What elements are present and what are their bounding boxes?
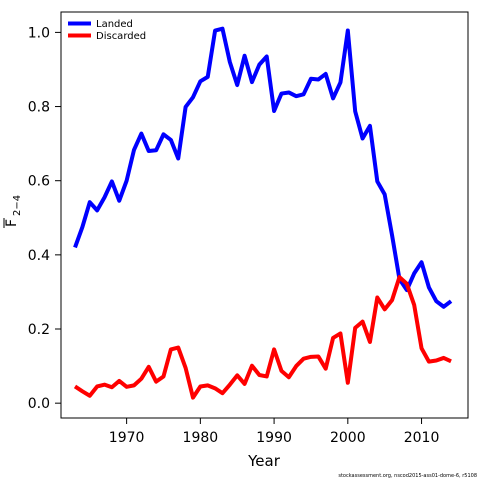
x-axis-title: Year bbox=[247, 452, 281, 470]
x-tick-label-2000: 2000 bbox=[330, 430, 366, 446]
y-axis-title-sub: 2−4 bbox=[12, 195, 23, 216]
y-tick-label-3: 0.6 bbox=[28, 174, 50, 190]
y-tick-label-1: 0.2 bbox=[28, 322, 50, 338]
y-axis-title-main: F bbox=[4, 219, 20, 227]
plot-frame bbox=[60, 11, 469, 419]
legend: Landed Discarded bbox=[68, 19, 146, 42]
y-tick-label-0: 0.0 bbox=[28, 396, 50, 412]
x-tick-label-2010: 2010 bbox=[404, 430, 440, 446]
y-tick-label-5: 1.0 bbox=[28, 25, 50, 41]
y-axis-title: F 2−4 bbox=[3, 195, 23, 228]
x-axis: 1970 1980 1990 2000 2010 bbox=[109, 418, 440, 446]
series-layer bbox=[73, 26, 453, 400]
x-tick-label-1980: 1980 bbox=[183, 430, 219, 446]
series-line-discarded bbox=[73, 275, 452, 400]
y-tick-label-2: 0.4 bbox=[28, 248, 50, 264]
source-credit: stockassessment.org, nscod2015-ass01-dom… bbox=[338, 473, 477, 479]
y-tick-label-4: 0.8 bbox=[28, 100, 50, 116]
legend-label-discarded: Discarded bbox=[96, 31, 146, 42]
x-tick-label-1970: 1970 bbox=[109, 430, 145, 446]
y-axis: 0.0 0.2 0.4 0.6 0.8 1.0 bbox=[28, 25, 61, 412]
legend-label-landed: Landed bbox=[96, 19, 133, 30]
x-tick-label-1990: 1990 bbox=[256, 430, 292, 446]
series-line-landed bbox=[73, 26, 453, 309]
